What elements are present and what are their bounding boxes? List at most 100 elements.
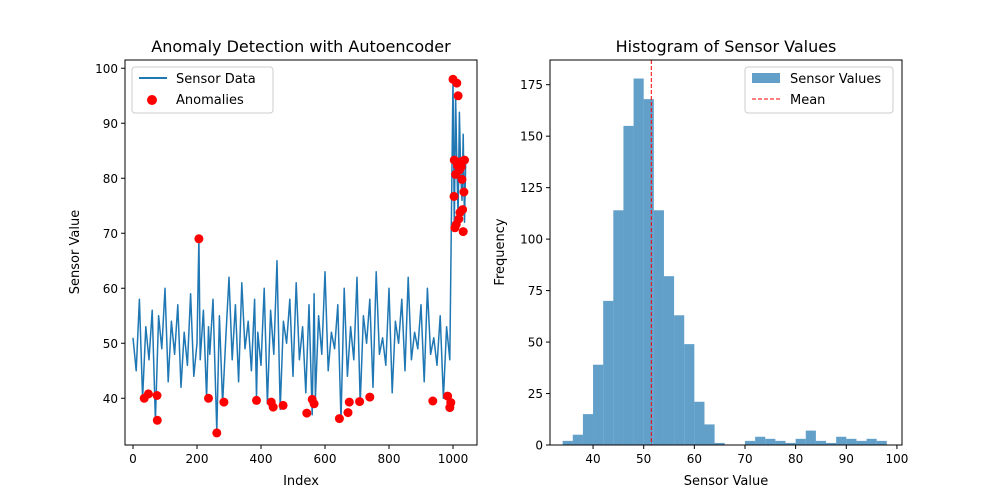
histogram-bar	[582, 414, 594, 445]
x-tick-label: 0	[129, 452, 137, 466]
x-tick-label: 1000	[438, 452, 469, 466]
anomaly-point	[152, 391, 162, 400]
plot-area	[132, 74, 469, 438]
histogram-bar	[866, 438, 877, 445]
x-axis-label: Index	[283, 474, 319, 489]
y-tick-label: 125	[520, 181, 543, 195]
histogram-bar	[674, 315, 685, 445]
chart-title: Anomaly Detection with Autoencoder	[151, 37, 451, 56]
histogram-bar	[704, 424, 715, 445]
anomaly-point	[446, 398, 456, 408]
plot-area	[562, 60, 887, 446]
anomaly-point	[268, 402, 278, 412]
anomaly-point	[302, 408, 312, 418]
y-tick-label: 25	[528, 387, 543, 401]
axis-ticks: 0 200 400 600 800 1000 40 50 60 70 80 90 100	[95, 62, 468, 466]
anomaly-point	[204, 393, 213, 403]
y-tick-label: 50	[103, 337, 118, 351]
histogram-bar	[765, 438, 776, 445]
x-tick-label: 60	[687, 452, 702, 466]
x-tick-label: 50	[636, 452, 651, 466]
legend-bar-swatch	[752, 73, 780, 83]
anomaly-point	[458, 205, 468, 215]
histogram-bar	[653, 210, 664, 445]
y-tick-label: 80	[103, 172, 118, 186]
histogram-bar	[836, 436, 847, 445]
histogram-bar	[876, 440, 887, 445]
anomaly-point	[212, 428, 222, 438]
legend: Sensor Values Mean	[744, 66, 894, 114]
axes-frame	[549, 59, 903, 446]
anomaly-point	[344, 397, 354, 407]
histogram-bar	[856, 440, 867, 445]
histogram-bar	[623, 125, 634, 445]
histogram-bar	[613, 210, 624, 445]
histogram-bar	[775, 440, 786, 445]
series-line-sensor-data	[132, 78, 467, 433]
y-tick-label: 150	[520, 130, 543, 144]
histogram-bar	[633, 78, 644, 445]
anomaly-point	[343, 408, 353, 418]
anomaly-point	[460, 155, 469, 165]
y-tick-label: 100	[95, 62, 118, 76]
histogram-bar	[593, 364, 604, 445]
histogram-bar	[755, 436, 766, 445]
histogram-bar	[694, 401, 705, 445]
legend-label-anomalies: Anomalies	[176, 93, 244, 108]
axis-ticks: 40 50 60 70 80 90 100 0 25 50 75 100 125 150 175	[520, 78, 908, 466]
chart-title: Histogram of Sensor Values	[616, 37, 837, 56]
legend-label-mean: Mean	[790, 93, 825, 108]
histogram-chart: 40 50 60 70 80 90 100 0 25 50 75 100 125 150 175 Histo…	[493, 37, 908, 489]
x-tick-label: 90	[839, 452, 854, 466]
anomaly-detection-chart: 0 200 400 600 800 1000 40 50 60 70 80 90 100 Anomaly…	[68, 37, 478, 489]
legend-box	[131, 66, 274, 114]
y-tick-label: 175	[520, 78, 543, 92]
y-tick-label: 50	[528, 336, 543, 350]
y-tick-label: 100	[520, 233, 543, 247]
x-tick-label: 100	[885, 452, 908, 466]
legend-label-sensor-values: Sensor Values	[790, 72, 881, 87]
histogram-bar	[663, 276, 675, 445]
histogram-bar	[826, 442, 837, 445]
x-tick-label: 40	[585, 452, 600, 466]
anomaly-point	[194, 234, 204, 244]
anomaly-point	[453, 91, 463, 101]
y-tick-label: 90	[103, 117, 118, 131]
x-axis-label: Sensor Value	[684, 474, 768, 489]
y-axis-label: Frequency	[493, 218, 508, 285]
y-tick-label: 70	[103, 227, 118, 241]
anomaly-point	[278, 400, 288, 410]
y-axis-label: Sensor Value	[68, 210, 83, 294]
y-tick-label: 40	[103, 392, 118, 406]
anomaly-point	[449, 191, 459, 201]
histogram-bar	[785, 442, 796, 445]
histogram-bar	[846, 438, 857, 445]
anomaly-point	[143, 389, 153, 399]
anomaly-point	[365, 392, 375, 402]
axes-frame	[124, 59, 478, 446]
x-tick-label: 600	[314, 452, 337, 466]
anomaly-point	[428, 396, 438, 406]
histogram-bar	[714, 442, 725, 445]
anomaly-point	[252, 395, 261, 405]
legend-label-sensor-data: Sensor Data	[176, 72, 256, 87]
x-tick-label: 70	[737, 452, 752, 466]
histogram-bar	[572, 434, 583, 445]
histogram-bar	[603, 300, 614, 445]
histogram-bar	[805, 430, 816, 445]
legend-box	[744, 66, 894, 114]
x-tick-label: 800	[378, 452, 401, 466]
anomaly-point	[452, 78, 462, 88]
y-tick-label: 0	[535, 439, 543, 453]
anomaly-point	[458, 227, 468, 237]
histogram-bar	[684, 344, 695, 445]
legend-marker-swatch	[147, 95, 157, 105]
histogram-bar	[562, 440, 573, 445]
anomaly-point	[219, 397, 229, 407]
histogram-bar	[815, 440, 827, 445]
x-tick-label: 200	[186, 452, 209, 466]
anomaly-point	[309, 399, 319, 409]
histogram-bar	[643, 99, 654, 446]
y-tick-label: 75	[528, 284, 543, 298]
